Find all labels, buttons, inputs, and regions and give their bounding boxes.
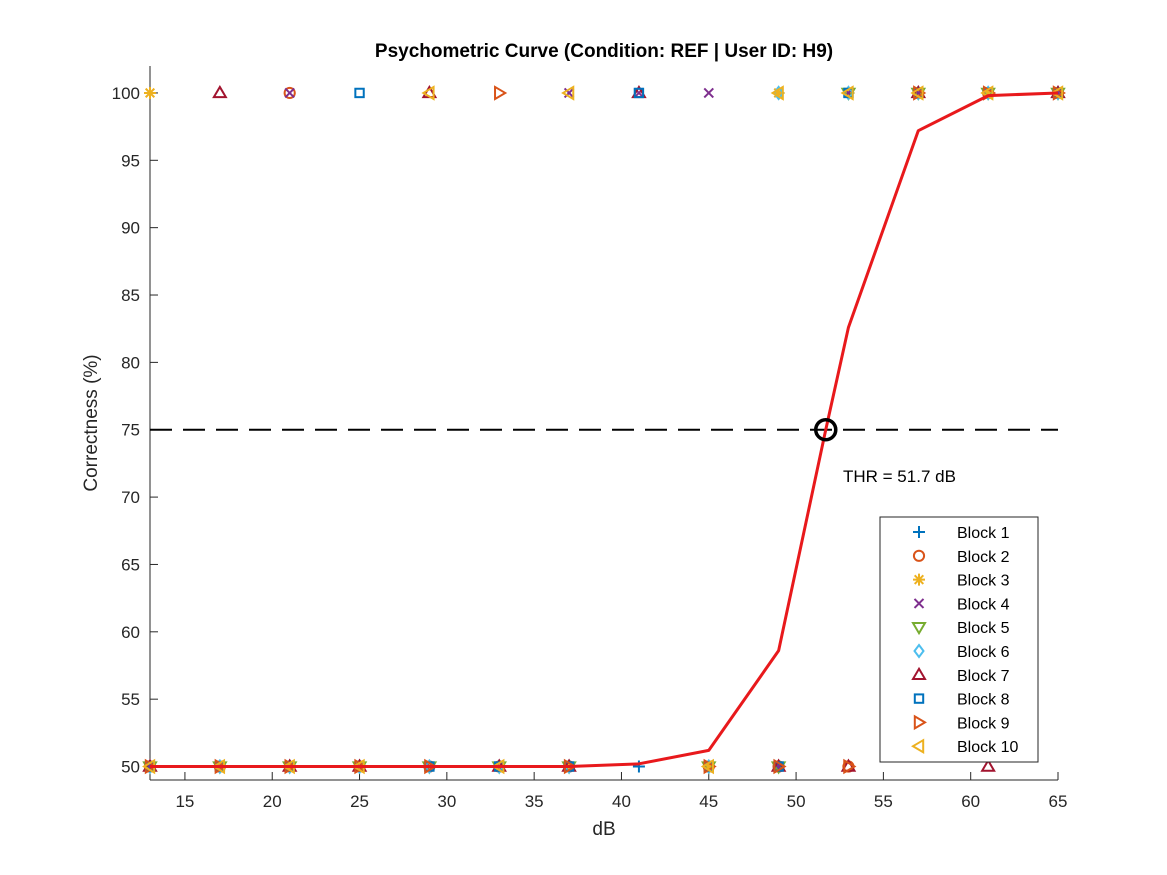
data-point bbox=[773, 761, 784, 772]
data-point bbox=[633, 87, 645, 99]
legend-marker bbox=[913, 526, 925, 538]
data-point bbox=[773, 758, 787, 775]
legend-label: Block 1 bbox=[957, 525, 1010, 542]
x-tick-label: 25 bbox=[350, 792, 369, 811]
y-tick-label: 85 bbox=[121, 286, 140, 305]
data-point bbox=[144, 86, 156, 99]
legend-marker bbox=[913, 693, 925, 704]
x-tick-label: 20 bbox=[263, 792, 282, 811]
legend-entry: Block 1 bbox=[913, 525, 1010, 542]
x-ticks: 15 20 25 30 35 40 45 50 55 60 65 bbox=[175, 772, 1067, 811]
data-point bbox=[494, 85, 508, 101]
legend-label: Block 8 bbox=[957, 692, 1010, 709]
threshold-label: THR = 51.7 dB bbox=[843, 467, 956, 486]
legend-box bbox=[879, 516, 1039, 763]
data-point bbox=[703, 87, 714, 99]
legend-label: Block 7 bbox=[957, 668, 1010, 685]
data-point bbox=[702, 760, 715, 773]
data-point bbox=[212, 84, 228, 99]
legend-marker bbox=[913, 573, 925, 586]
y-tick-label: 75 bbox=[121, 421, 140, 440]
legend-entry: Block 6 bbox=[913, 643, 1010, 661]
data-point bbox=[980, 758, 996, 772]
legend-entry: Block 5 bbox=[911, 620, 1010, 637]
legend-marker bbox=[913, 598, 925, 609]
y-tick-label: 95 bbox=[121, 151, 140, 170]
legend-marker bbox=[913, 643, 925, 659]
chart-title: Psychometric Curve (Condition: REF | Use… bbox=[375, 41, 833, 62]
data-point bbox=[563, 87, 575, 99]
data-point bbox=[1050, 85, 1064, 101]
legend-entry: Block 7 bbox=[911, 666, 1010, 685]
fit-curve bbox=[150, 91, 1059, 769]
data-point bbox=[772, 86, 785, 99]
y-tick-label: 50 bbox=[121, 758, 140, 777]
legend-label: Block 3 bbox=[957, 573, 1010, 590]
legend-label: Block 9 bbox=[957, 715, 1010, 732]
legend-marker bbox=[913, 714, 927, 731]
series-10 bbox=[142, 85, 1064, 775]
legend-entry: Block 2 bbox=[912, 549, 1010, 566]
legend-label: Block 4 bbox=[957, 596, 1010, 613]
data-point bbox=[561, 85, 575, 101]
y-tick-label: 60 bbox=[121, 623, 140, 642]
legend-entry: Block 8 bbox=[913, 692, 1010, 709]
y-tick-label: 70 bbox=[121, 488, 140, 507]
data-point bbox=[843, 758, 857, 775]
legend-entry: Block 4 bbox=[913, 596, 1010, 613]
data-point bbox=[284, 87, 295, 99]
y-ticks: 50 55 60 65 70 75 80 85 90 95 100 bbox=[112, 84, 158, 777]
data-point bbox=[633, 87, 645, 99]
legend: Block 1 Block 2 Block 3 Block 4 Block 5 Block… bbox=[879, 516, 1039, 763]
legend-label: Block 5 bbox=[957, 620, 1010, 637]
data-point bbox=[421, 85, 435, 101]
legend-label: Block 2 bbox=[957, 549, 1010, 566]
x-tick-label: 40 bbox=[612, 792, 631, 811]
y-tick-label: 100 bbox=[112, 84, 140, 103]
data-point bbox=[770, 85, 784, 101]
data-point bbox=[283, 86, 296, 100]
y-tick-label: 55 bbox=[121, 690, 140, 709]
legend-marker bbox=[911, 738, 925, 754]
data-point bbox=[840, 85, 854, 101]
x-tick-label: 60 bbox=[961, 792, 980, 811]
data-point bbox=[982, 86, 995, 99]
x-tick-label: 65 bbox=[1049, 792, 1068, 811]
legend-marker bbox=[912, 549, 926, 562]
x-tick-label: 30 bbox=[437, 792, 456, 811]
threshold-marker bbox=[814, 417, 838, 442]
y-tick-label: 90 bbox=[121, 219, 140, 238]
x-tick-label: 45 bbox=[699, 792, 718, 811]
y-axis-label: Correctness (%) bbox=[81, 354, 102, 491]
legend-marker bbox=[911, 622, 927, 636]
legend-marker bbox=[911, 666, 927, 680]
legend-label: Block 10 bbox=[957, 739, 1018, 756]
x-axis-label: dB bbox=[592, 819, 615, 840]
legend-label: Block 6 bbox=[957, 644, 1010, 661]
y-tick-label: 80 bbox=[121, 353, 140, 372]
data-point bbox=[910, 85, 924, 101]
data-series bbox=[142, 84, 1066, 775]
x-tick-label: 50 bbox=[787, 792, 806, 811]
legend-entry: Block 10 bbox=[911, 738, 1018, 756]
data-point bbox=[700, 758, 714, 775]
y-tick-label: 65 bbox=[121, 555, 140, 574]
x-tick-label: 55 bbox=[874, 792, 893, 811]
legend-entry: Block 3 bbox=[913, 573, 1010, 590]
x-tick-label: 15 bbox=[175, 792, 194, 811]
data-point bbox=[354, 87, 365, 99]
legend-entry: Block 9 bbox=[913, 714, 1010, 732]
x-tick-label: 35 bbox=[525, 792, 544, 811]
